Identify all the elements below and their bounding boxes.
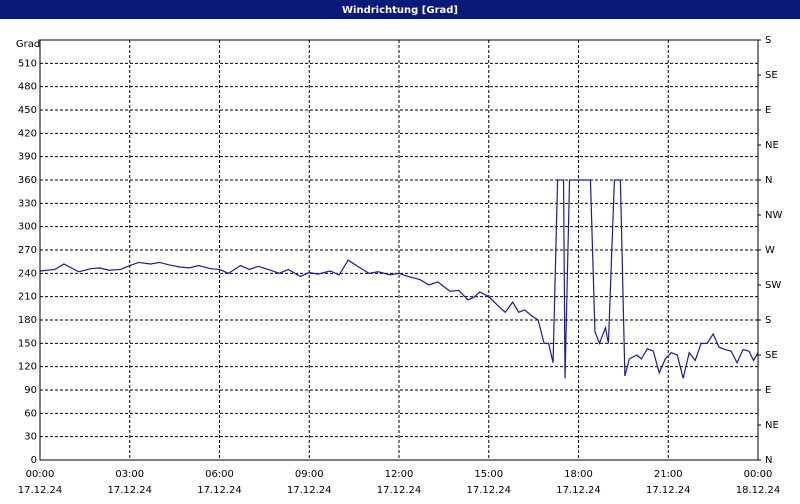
y2-tick-label: N: [765, 175, 772, 186]
y-tick-label: 60: [24, 408, 37, 419]
chart-title: Windrichtung [Grad]: [342, 5, 458, 16]
x-tick-date: 17.12.24: [377, 485, 422, 496]
x-tick-date: 17.12.24: [18, 485, 63, 496]
x-tick-label: 09:00: [295, 469, 324, 480]
y-tick-label: 300: [18, 222, 37, 233]
x-tick-date: 17.12.24: [287, 485, 332, 496]
y2-tick-label: W: [765, 245, 775, 256]
y2-tick-label: NE: [765, 140, 779, 151]
y2-tick-label: E: [765, 105, 771, 116]
y-tick-label: 330: [18, 198, 37, 209]
y2-tick-label: NE: [765, 420, 779, 431]
x-tick-date: 17.12.24: [646, 485, 691, 496]
y2-tick-label: SE: [765, 70, 778, 81]
x-tick-date: 18.12.24: [736, 485, 781, 496]
y-tick-label: 150: [18, 338, 37, 349]
x-tick-label: 15:00: [474, 469, 503, 480]
x-tick-label: 18:00: [564, 469, 593, 480]
x-tick-date: 17.12.24: [107, 485, 152, 496]
title-bar: [0, 0, 800, 19]
y-tick-label: 30: [24, 432, 37, 443]
y-tick-label: 450: [18, 105, 37, 116]
y2-tick-label: S: [765, 315, 771, 326]
y-tick-label: 360: [18, 175, 37, 186]
y-tick-label: 390: [18, 152, 37, 163]
y-axis-label: Grad: [16, 39, 40, 50]
y-tick-label: 210: [18, 292, 37, 303]
y2-tick-label: N: [765, 455, 772, 466]
x-tick-label: 03:00: [115, 469, 144, 480]
y2-tick-label: S: [765, 35, 771, 46]
x-tick-date: 17.12.24: [197, 485, 242, 496]
x-tick-label: 00:00: [744, 469, 773, 480]
y-tick-label: 480: [18, 82, 37, 93]
x-tick-date: 17.12.24: [466, 485, 511, 496]
plot-frame: [39, 39, 759, 461]
y-tick-label: 420: [18, 128, 37, 139]
y-tick-label: 240: [18, 268, 37, 279]
y-tick-label: 0: [31, 455, 37, 466]
x-tick-label: 21:00: [654, 469, 683, 480]
y2-tick-label: SW: [765, 280, 781, 291]
y-tick-label: 270: [18, 245, 37, 256]
y2-tick-label: SE: [765, 350, 778, 361]
y-tick-label: 120: [18, 362, 37, 373]
x-tick-date: 17.12.24: [556, 485, 601, 496]
x-tick-label: 06:00: [205, 469, 234, 480]
y-tick-label: 510: [18, 58, 37, 69]
y2-tick-label: E: [765, 385, 771, 396]
y2-tick-label: NW: [765, 210, 782, 221]
x-tick-label: 12:00: [385, 469, 414, 480]
y-tick-label: 180: [18, 315, 37, 326]
y-tick-label: 90: [24, 385, 37, 396]
data-line: [39, 179, 759, 379]
x-tick-label: 00:00: [26, 469, 55, 480]
